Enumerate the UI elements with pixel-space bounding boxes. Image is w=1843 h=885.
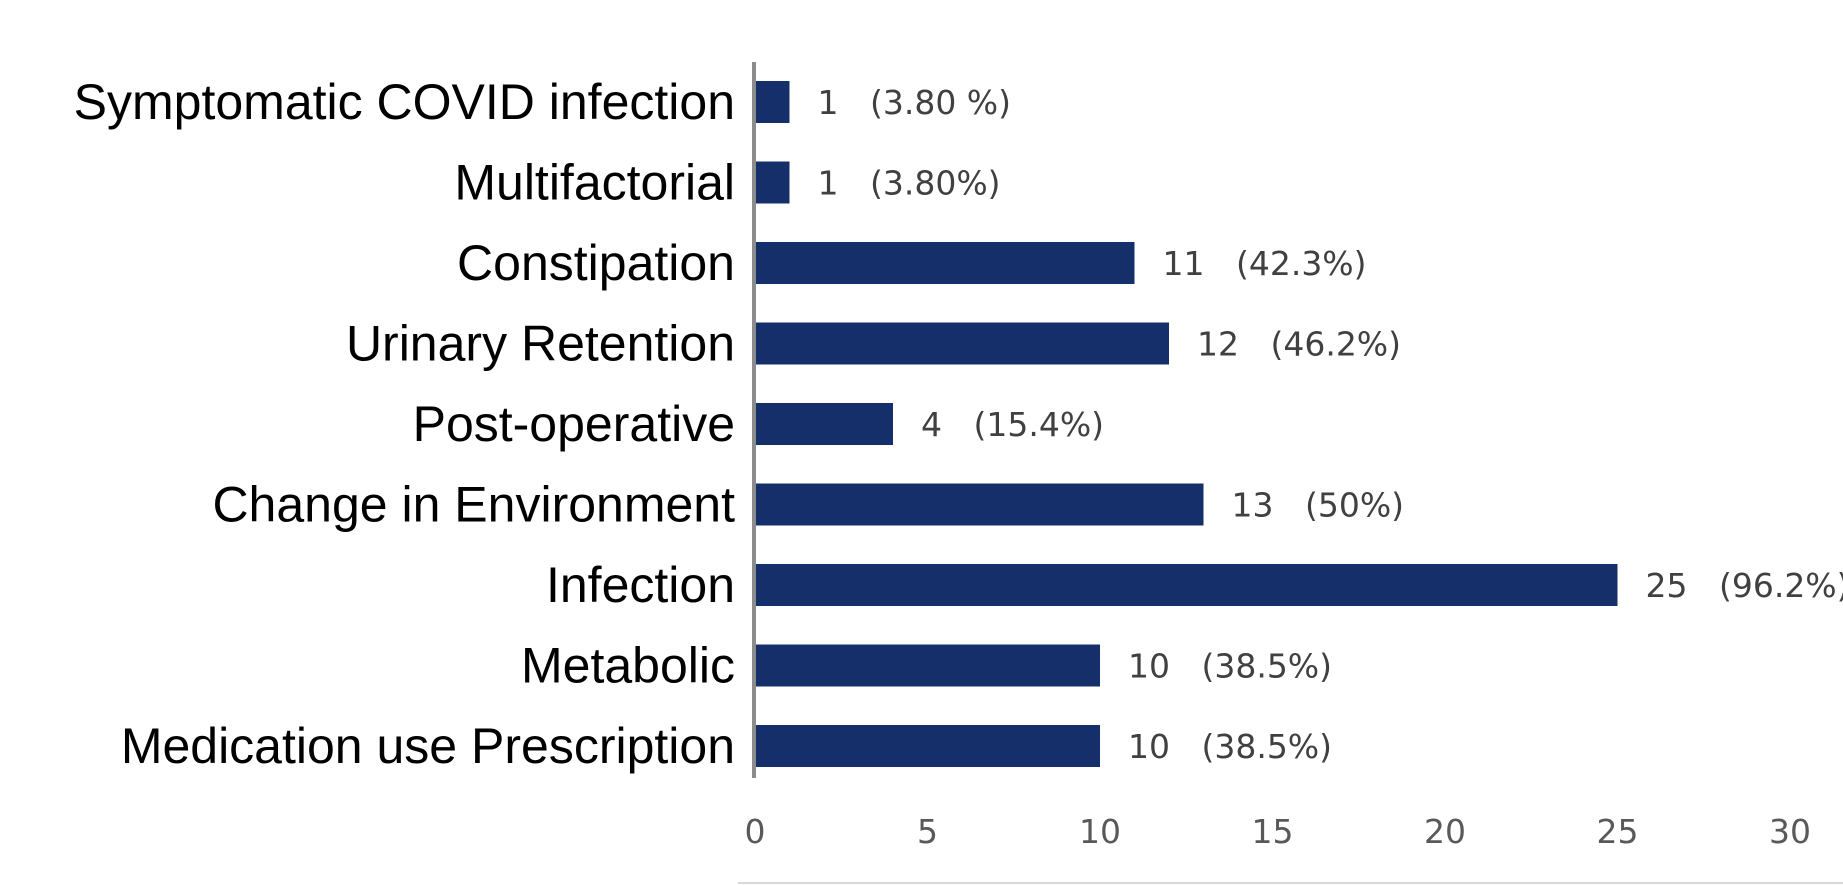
x-tick-label-20: 20: [1424, 812, 1466, 851]
bar-constipation: [755, 242, 1135, 284]
x-tick-label-10: 10: [1079, 812, 1121, 851]
category-label-metabolic: Metabolic: [521, 638, 735, 694]
category-label-urinary-retention: Urinary Retention: [346, 316, 735, 372]
x-tick-label-25: 25: [1597, 812, 1639, 851]
bar-post-operative: [755, 403, 893, 445]
bar-symptomatic-covid-infection: [755, 81, 790, 123]
data-label-symptomatic-covid-infection: 1 (3.80 %): [818, 83, 1012, 122]
category-label-multifactorial: Multifactorial: [454, 155, 735, 211]
category-label-change-in-environment: Change in Environment: [212, 477, 735, 533]
x-axis-ticks: 0 5 10 15 20 25 30: [745, 812, 1812, 851]
category-label-post-operative: Post-operative: [413, 396, 735, 452]
bar-change-in-environment: [755, 483, 1204, 526]
bar-urinary-retention: [755, 322, 1169, 365]
data-label-metabolic: 10 (38.5%): [1128, 647, 1332, 686]
x-tick-label-15: 15: [1252, 812, 1294, 851]
data-label-urinary-retention: 12 (46.2%): [1197, 325, 1401, 364]
bar-multifactorial: [755, 161, 790, 204]
x-tick-label-5: 5: [917, 812, 938, 851]
bar-infection: [755, 564, 1618, 606]
data-label-constipation: 11 (42.3%): [1163, 244, 1367, 283]
data-label-infection: 25 (96.2%): [1646, 566, 1843, 605]
x-tick-label-30: 30: [1769, 812, 1811, 851]
data-label-medication-use-prescription: 10 (38.5%): [1128, 727, 1332, 766]
bar-metabolic: [755, 644, 1100, 687]
data-labels: 1 (3.80 %) 1 (3.80%) 11 (42.3%) 12 (46.2%) 4…: [818, 83, 1843, 766]
category-label-symptomatic-covid-infection: Symptomatic COVID infection: [74, 74, 735, 130]
category-label-constipation: Constipation: [457, 235, 735, 291]
category-label-infection: Infection: [546, 557, 735, 613]
data-label-post-operative: 4 (15.4%): [921, 405, 1104, 444]
bar-medication-use-prescription: [755, 725, 1100, 767]
category-labels: Symptomatic COVID infection Multifactoria…: [74, 74, 735, 774]
category-label-medication-use-prescription: Medication use Prescription: [121, 718, 735, 774]
bars-layer: [755, 81, 1618, 767]
data-label-multifactorial: 1 (3.80%): [818, 164, 1001, 203]
data-label-change-in-environment: 13 (50%): [1232, 486, 1405, 525]
x-tick-label-0: 0: [745, 812, 766, 851]
